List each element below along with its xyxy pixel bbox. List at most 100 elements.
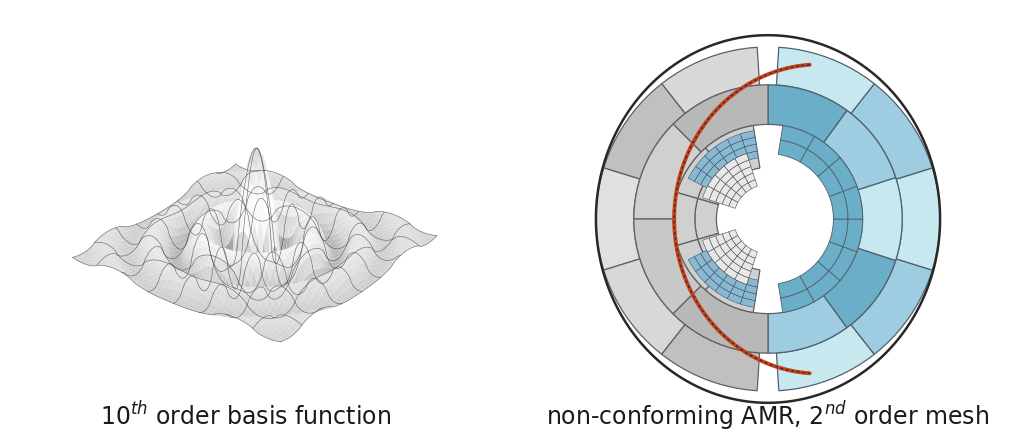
Polygon shape <box>720 147 760 180</box>
Polygon shape <box>720 258 760 291</box>
Polygon shape <box>604 259 685 354</box>
Polygon shape <box>843 186 862 219</box>
Polygon shape <box>800 149 828 177</box>
Polygon shape <box>701 264 715 277</box>
Polygon shape <box>720 254 733 267</box>
Polygon shape <box>697 233 734 274</box>
Polygon shape <box>736 241 746 251</box>
Polygon shape <box>727 293 742 304</box>
Polygon shape <box>731 182 741 193</box>
Polygon shape <box>727 158 740 169</box>
Polygon shape <box>709 236 720 249</box>
Polygon shape <box>707 247 718 259</box>
Polygon shape <box>737 251 749 261</box>
Polygon shape <box>722 196 732 206</box>
Polygon shape <box>716 192 726 204</box>
Polygon shape <box>710 152 724 166</box>
Polygon shape <box>715 268 727 280</box>
Polygon shape <box>695 198 719 240</box>
Polygon shape <box>706 126 757 164</box>
Polygon shape <box>737 177 749 187</box>
Polygon shape <box>726 188 736 199</box>
Polygon shape <box>733 147 746 158</box>
Polygon shape <box>720 280 733 293</box>
Polygon shape <box>729 199 738 208</box>
Polygon shape <box>726 177 737 188</box>
Polygon shape <box>715 258 728 272</box>
Polygon shape <box>702 186 714 200</box>
Polygon shape <box>724 152 736 163</box>
Polygon shape <box>700 174 713 188</box>
Polygon shape <box>677 240 720 290</box>
Polygon shape <box>705 277 720 291</box>
Polygon shape <box>726 250 737 261</box>
Polygon shape <box>741 183 752 192</box>
Polygon shape <box>741 246 752 255</box>
Polygon shape <box>823 248 896 328</box>
Polygon shape <box>724 267 738 279</box>
Polygon shape <box>596 168 640 270</box>
Polygon shape <box>662 325 760 391</box>
Polygon shape <box>662 47 760 113</box>
Polygon shape <box>707 166 719 179</box>
Polygon shape <box>700 250 713 264</box>
Polygon shape <box>738 267 751 278</box>
Polygon shape <box>768 85 847 142</box>
Polygon shape <box>778 140 807 162</box>
Polygon shape <box>742 138 756 147</box>
Polygon shape <box>709 189 720 202</box>
Polygon shape <box>776 325 874 391</box>
Polygon shape <box>776 47 874 113</box>
Polygon shape <box>746 151 759 160</box>
Polygon shape <box>740 131 755 141</box>
Polygon shape <box>694 170 707 185</box>
Polygon shape <box>749 249 758 258</box>
Polygon shape <box>695 156 710 170</box>
Polygon shape <box>736 187 746 197</box>
Polygon shape <box>851 84 932 179</box>
Polygon shape <box>701 161 715 174</box>
Polygon shape <box>716 234 726 246</box>
Polygon shape <box>729 230 738 239</box>
Polygon shape <box>727 134 742 145</box>
Polygon shape <box>735 273 749 284</box>
Polygon shape <box>818 167 843 196</box>
Text: non-conforming AMR, $2^{nd}$ order mesh: non-conforming AMR, $2^{nd}$ order mesh <box>547 399 989 433</box>
Polygon shape <box>702 238 714 252</box>
Polygon shape <box>715 166 728 180</box>
Polygon shape <box>851 259 932 354</box>
Polygon shape <box>727 269 740 280</box>
Polygon shape <box>719 163 731 175</box>
Polygon shape <box>706 274 757 312</box>
Polygon shape <box>715 158 727 170</box>
Polygon shape <box>744 144 757 154</box>
Polygon shape <box>733 171 744 182</box>
Polygon shape <box>720 145 733 158</box>
Polygon shape <box>724 275 736 286</box>
Polygon shape <box>634 124 701 219</box>
Polygon shape <box>896 168 940 270</box>
Polygon shape <box>829 191 848 219</box>
Polygon shape <box>778 276 807 298</box>
Polygon shape <box>740 297 755 307</box>
Polygon shape <box>674 193 697 245</box>
Polygon shape <box>736 154 749 164</box>
Polygon shape <box>731 245 741 256</box>
Polygon shape <box>673 85 768 152</box>
Text: $10^{th}$ order basis function: $10^{th}$ order basis function <box>100 402 391 431</box>
Polygon shape <box>735 154 749 165</box>
Polygon shape <box>720 184 731 196</box>
Polygon shape <box>673 286 768 353</box>
Polygon shape <box>738 160 751 171</box>
Polygon shape <box>744 255 756 265</box>
Polygon shape <box>858 177 902 261</box>
Polygon shape <box>708 249 720 263</box>
Polygon shape <box>710 272 724 286</box>
Polygon shape <box>807 271 840 302</box>
Polygon shape <box>688 257 701 272</box>
Polygon shape <box>749 180 758 189</box>
Polygon shape <box>716 286 730 299</box>
Polygon shape <box>744 284 757 294</box>
Polygon shape <box>732 236 741 245</box>
Polygon shape <box>823 110 896 190</box>
